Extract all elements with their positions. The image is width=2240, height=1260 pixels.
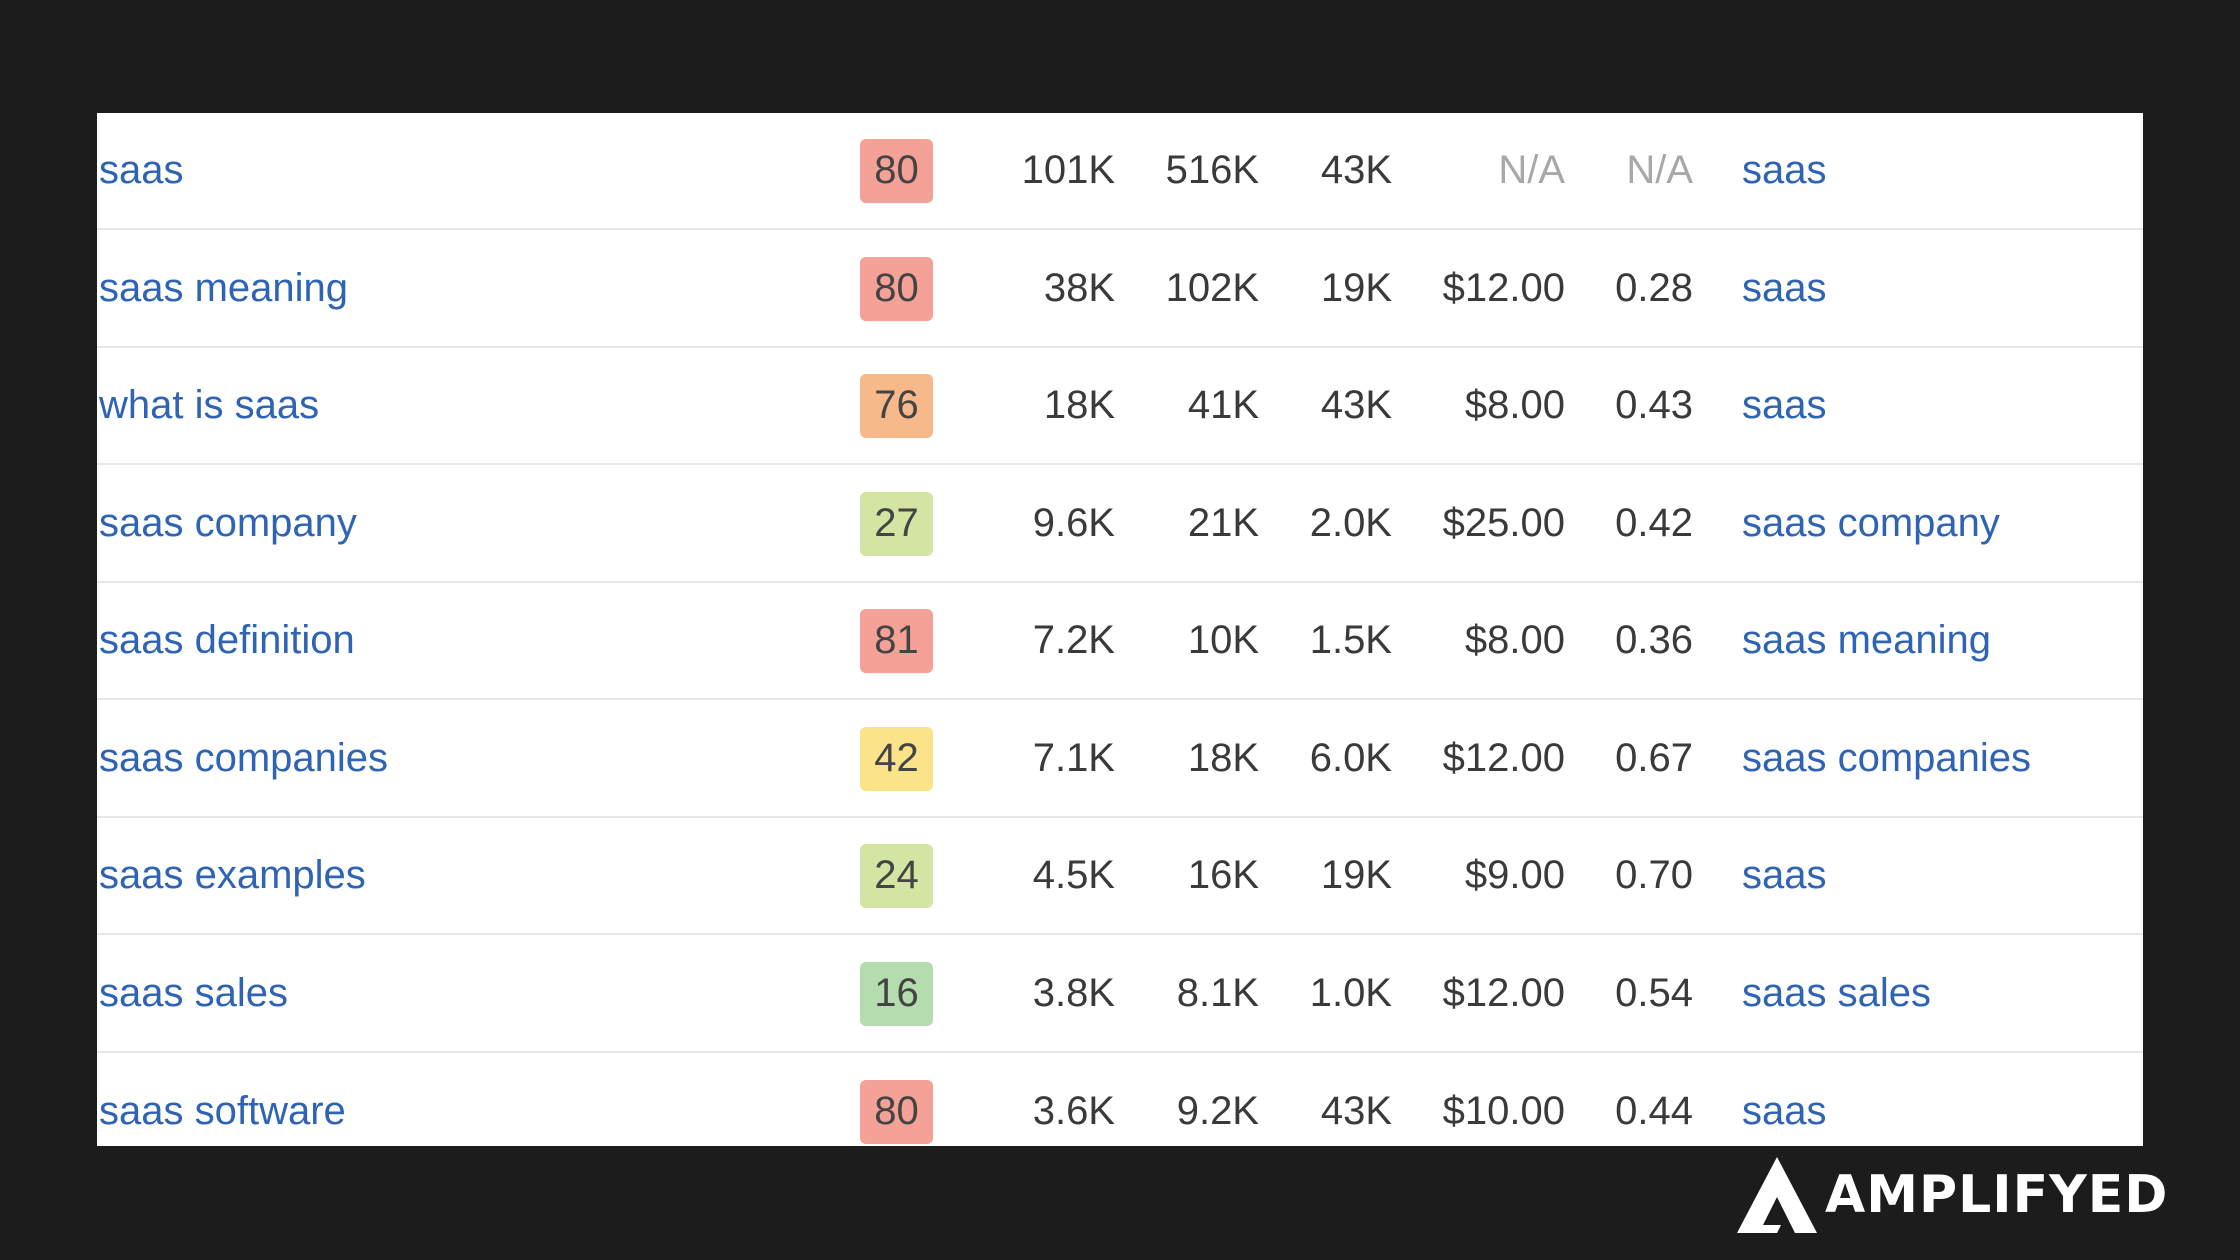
global-volume-value: 41K — [1187, 383, 1259, 427]
global-volume-value: 21K — [1187, 501, 1259, 545]
keyword-link[interactable]: saas examples — [99, 853, 366, 897]
cpc-value: $8.00 — [1464, 618, 1565, 662]
keyword-link[interactable]: saas sales — [99, 971, 288, 1015]
traffic-potential-value: 19K — [1320, 853, 1392, 897]
cpc-value: $9.00 — [1464, 853, 1565, 897]
volume-value: 4.5K — [1032, 853, 1115, 897]
keyword-link[interactable]: saas definition — [99, 618, 355, 662]
table-row: saas 80 101K 516K 43K N/A N/A saas — [97, 113, 2143, 230]
kd-cell: 27 — [860, 466, 933, 581]
cpc-value: $8.00 — [1464, 383, 1565, 427]
table-row: saas sales 16 3.8K 8.1K 1.0K $12.00 0.54 saas s… — [97, 936, 2143, 1053]
table-row: saas companies 42 7.1K 18K 6.0K $12.00 0.67 saa… — [97, 701, 2143, 818]
kd-cell: 80 — [860, 231, 933, 346]
keyword-link[interactable]: saas company — [99, 501, 357, 545]
kd-cell: 76 — [860, 348, 933, 463]
kd-cell: 80 — [860, 1053, 933, 1146]
global-volume-value: 102K — [1165, 266, 1259, 310]
volume-value: 101K — [1021, 148, 1115, 192]
kd-badge: 76 — [860, 373, 933, 438]
traffic-potential-value: 6.0K — [1309, 736, 1392, 780]
table-row: saas company 27 9.6K 21K 2.0K $25.00 0.42 saas … — [97, 466, 2143, 583]
cps-value: 0.54 — [1615, 971, 1693, 1015]
traffic-potential-value: 43K — [1320, 148, 1392, 192]
cps-value: 0.44 — [1615, 1089, 1693, 1133]
parent-topic-link[interactable]: saas sales — [1742, 971, 1931, 1015]
volume-value: 7.2K — [1032, 618, 1115, 662]
volume-value: 18K — [1043, 383, 1115, 427]
cpc-value: $25.00 — [1442, 501, 1565, 545]
parent-topic-link[interactable]: saas — [1742, 853, 1827, 897]
cpc-value: $12.00 — [1442, 266, 1565, 310]
traffic-potential-value: 2.0K — [1309, 501, 1392, 545]
parent-topic-link[interactable]: saas companies — [1742, 736, 2032, 780]
global-volume-value: 9.2K — [1176, 1089, 1259, 1133]
kd-cell: 16 — [860, 936, 933, 1051]
table-row: saas meaning 80 38K 102K 19K $12.00 0.28 saas — [97, 231, 2143, 348]
kd-badge: 16 — [860, 961, 933, 1026]
traffic-potential-value: 1.0K — [1309, 971, 1392, 1015]
table-row: saas definition 81 7.2K 10K 1.5K $8.00 0.36 saa… — [97, 583, 2143, 700]
parent-topic-link[interactable]: saas — [1742, 148, 1827, 192]
cpc-value: N/A — [1498, 148, 1565, 192]
keyword-link[interactable]: what is saas — [99, 383, 320, 427]
volume-value: 38K — [1043, 266, 1115, 310]
cpc-value: $10.00 — [1442, 1089, 1565, 1133]
cps-value: 0.70 — [1615, 853, 1693, 897]
keyword-link[interactable]: saas software — [99, 1089, 346, 1133]
parent-topic-link[interactable]: saas — [1742, 383, 1827, 427]
global-volume-value: 8.1K — [1176, 971, 1259, 1015]
kd-cell: 80 — [860, 113, 933, 228]
keyword-link[interactable]: saas meaning — [99, 266, 349, 310]
parent-topic-link[interactable]: saas — [1742, 266, 1827, 310]
kd-badge: 42 — [860, 726, 933, 791]
kd-cell: 81 — [860, 583, 933, 698]
cps-value: 0.43 — [1615, 383, 1693, 427]
kd-badge: 80 — [860, 138, 933, 203]
kd-badge: 24 — [860, 843, 933, 908]
traffic-potential-value: 19K — [1320, 266, 1392, 310]
cpc-value: $12.00 — [1442, 971, 1565, 1015]
traffic-potential-value: 43K — [1320, 1089, 1392, 1133]
keyword-link[interactable]: saas companies — [99, 736, 389, 780]
kd-cell: 24 — [860, 818, 933, 933]
volume-value: 7.1K — [1032, 736, 1115, 780]
table-row: what is saas 76 18K 41K 43K $8.00 0.43 saas — [97, 348, 2143, 465]
volume-value: 3.6K — [1032, 1089, 1115, 1133]
global-volume-value: 16K — [1187, 853, 1259, 897]
keyword-link[interactable]: saas — [99, 148, 184, 192]
cps-value: 0.28 — [1615, 266, 1693, 310]
cps-value: 0.42 — [1615, 501, 1693, 545]
global-volume-value: 10K — [1187, 618, 1259, 662]
parent-topic-link[interactable]: saas company — [1742, 501, 2000, 545]
kd-badge: 27 — [860, 491, 933, 556]
parent-topic-link[interactable]: saas — [1742, 1089, 1827, 1133]
kd-badge: 80 — [860, 1079, 933, 1144]
kd-cell: 42 — [860, 701, 933, 816]
keyword-table: saas 80 101K 516K 43K N/A N/A saas saas meaning 8… — [97, 113, 2143, 1146]
volume-value: 9.6K — [1032, 501, 1115, 545]
kd-badge: 81 — [860, 608, 933, 673]
traffic-potential-value: 1.5K — [1309, 618, 1392, 662]
kd-badge: 80 — [860, 256, 933, 321]
cpc-value: $12.00 — [1442, 736, 1565, 780]
traffic-potential-value: 43K — [1320, 383, 1392, 427]
global-volume-value: 516K — [1165, 148, 1259, 192]
volume-value: 3.8K — [1032, 971, 1115, 1015]
a-triangle-logo-icon — [1737, 1157, 1817, 1233]
global-volume-value: 18K — [1187, 736, 1259, 780]
brand-logo: AMPLIFYED — [1735, 1155, 2168, 1235]
table-row: saas software 80 3.6K 9.2K 43K $10.00 0.44 saas — [97, 1053, 2143, 1146]
parent-topic-link[interactable]: saas meaning — [1742, 618, 1992, 662]
cps-value: 0.36 — [1615, 618, 1693, 662]
table-row: saas examples 24 4.5K 16K 19K $9.00 0.70 saas — [97, 818, 2143, 935]
cps-value: N/A — [1626, 148, 1693, 192]
brand-name: AMPLIFYED — [1825, 1165, 2169, 1225]
cps-value: 0.67 — [1615, 736, 1693, 780]
